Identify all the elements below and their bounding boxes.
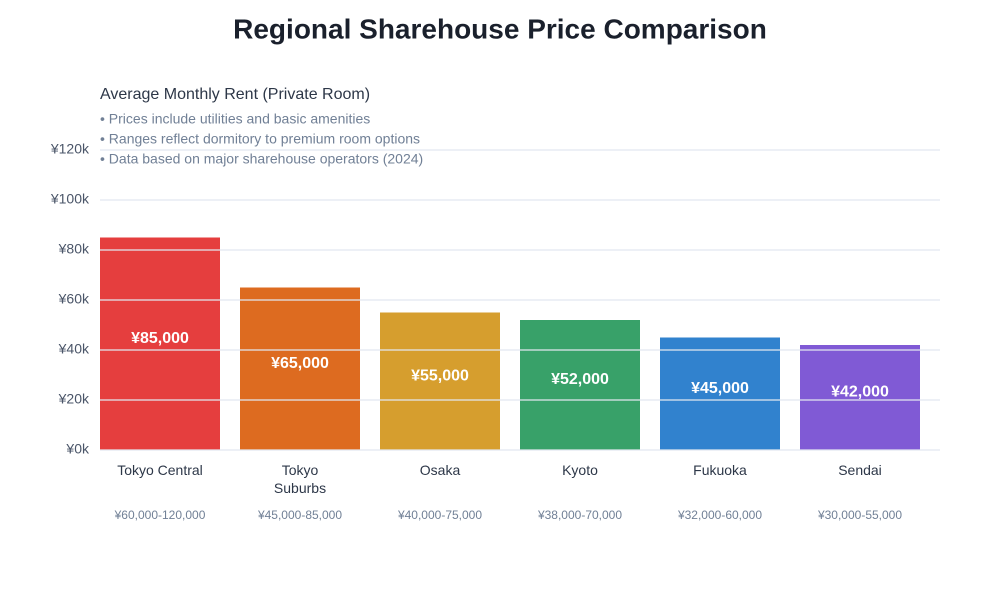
y-tick-label: ¥0k — [65, 441, 90, 457]
bar — [100, 237, 220, 450]
note: • Ranges reflect dormitory to premium ro… — [100, 131, 420, 147]
bar — [520, 320, 640, 450]
range-label: ¥30,000-55,000 — [817, 508, 902, 522]
y-tick-label: ¥40k — [58, 341, 90, 357]
bar — [380, 312, 500, 450]
value-label: ¥45,000 — [691, 380, 749, 397]
bar — [800, 345, 920, 450]
value-label: ¥55,000 — [411, 367, 469, 384]
note: • Data based on major sharehouse operato… — [100, 151, 423, 167]
value-label: ¥52,000 — [551, 371, 609, 388]
range-label: ¥60,000-120,000 — [114, 508, 206, 522]
chart-title: Regional Sharehouse Price Comparison — [233, 13, 767, 44]
bar — [240, 287, 360, 450]
x-tick-label: Sendai — [838, 462, 882, 478]
range-label: ¥32,000-60,000 — [677, 508, 762, 522]
y-tick-label: ¥120k — [50, 141, 90, 157]
y-tick-label: ¥100k — [50, 191, 90, 207]
y-tick-label: ¥60k — [58, 291, 90, 307]
value-label: ¥85,000 — [131, 330, 189, 347]
bar — [660, 337, 780, 450]
range-label: ¥40,000-75,000 — [397, 508, 482, 522]
value-label: ¥42,000 — [831, 384, 889, 401]
range-label: ¥38,000-70,000 — [537, 508, 622, 522]
chart-subtitle: Average Monthly Rent (Private Room) — [100, 86, 370, 103]
x-tick-label: Fukuoka — [693, 462, 747, 478]
range-label: ¥45,000-85,000 — [257, 508, 342, 522]
x-tick-label: Tokyo Suburbs — [273, 462, 327, 496]
x-tick-label: Osaka — [419, 462, 461, 478]
y-tick-label: ¥20k — [58, 391, 90, 407]
x-tick-label: Kyoto — [562, 462, 598, 478]
x-tick-label: Tokyo Central — [117, 462, 203, 478]
y-tick-label: ¥80k — [58, 241, 90, 257]
note: • Prices include utilities and basic ame… — [100, 111, 370, 127]
value-label: ¥65,000 — [271, 355, 329, 372]
